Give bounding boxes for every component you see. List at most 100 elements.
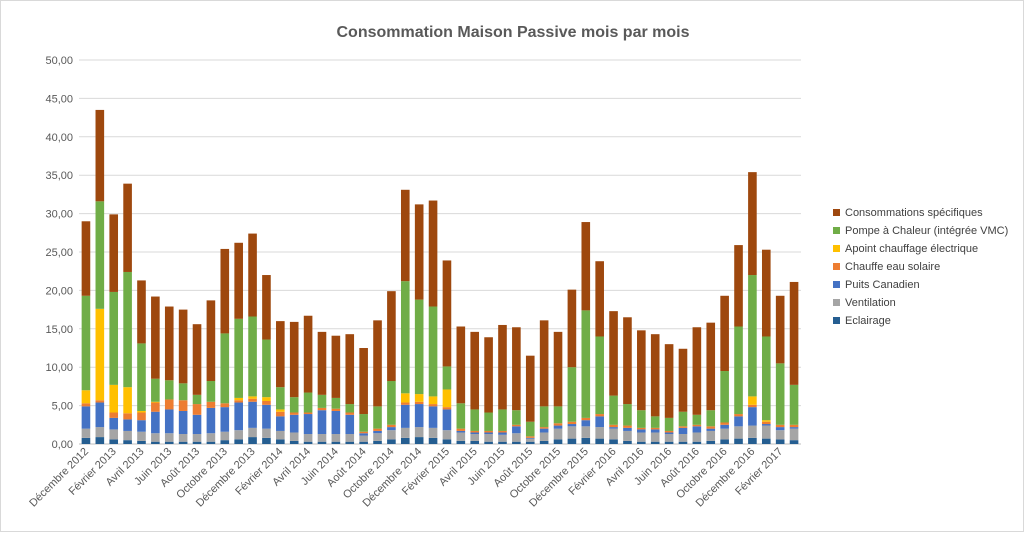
- y-tick-label: 35,00: [45, 170, 73, 182]
- bar-segment: [706, 430, 716, 441]
- bar-segment: [442, 430, 452, 440]
- bar-segment: [650, 441, 660, 444]
- bar-segment: [317, 407, 327, 411]
- legend-swatch: [833, 227, 840, 234]
- bar-segment: [470, 331, 480, 410]
- bar-segment: [789, 428, 799, 441]
- legend-label: Puits Canadien: [845, 279, 920, 291]
- bar-segment: [512, 424, 521, 427]
- bar-segment: [637, 410, 646, 428]
- bar-segment: [192, 441, 202, 444]
- bar-segment: [456, 430, 466, 433]
- bar-segment: [289, 321, 299, 398]
- legend-swatch: [833, 245, 840, 252]
- bar-segment: [470, 440, 480, 444]
- bar-segment: [692, 414, 702, 425]
- bar-segment: [289, 412, 299, 415]
- bar-segment: [373, 440, 382, 444]
- bar-segment: [484, 412, 493, 431]
- bar-segment: [428, 200, 438, 307]
- bar-segment: [414, 204, 424, 300]
- bar-segment: [609, 439, 618, 444]
- bar-segment: [262, 400, 271, 405]
- bar-segment: [220, 403, 230, 408]
- bar-segment: [428, 396, 438, 405]
- bar-segment: [498, 324, 507, 410]
- bar-segment: [137, 440, 146, 444]
- bar-stack: [525, 355, 535, 444]
- bar-segment: [456, 432, 466, 441]
- bar-segment: [623, 427, 632, 431]
- bar-stack: [720, 295, 729, 444]
- bar-segment: [761, 425, 771, 439]
- bar-segment: [553, 331, 563, 407]
- legend-label: Consommations spécifiques: [845, 207, 983, 219]
- bar-segment: [359, 433, 368, 436]
- bar-segment: [387, 427, 396, 431]
- bar-segment: [178, 434, 188, 442]
- bar-stack: [373, 320, 382, 444]
- bar-segment: [761, 336, 771, 421]
- bar-segment: [262, 397, 271, 401]
- bar-segment: [109, 429, 119, 440]
- bar-stack: [664, 344, 674, 444]
- bar-segment: [498, 432, 507, 435]
- bar-stack: [400, 189, 410, 444]
- bar-segment: [414, 394, 424, 402]
- bar-segment: [664, 430, 674, 433]
- bar-segment: [525, 421, 535, 437]
- bar-stack: [484, 337, 493, 444]
- bar-segment: [442, 439, 452, 444]
- bar-segment: [734, 438, 743, 444]
- bar-segment: [609, 311, 618, 396]
- bar-segment: [164, 409, 174, 434]
- bar-segment: [234, 439, 243, 444]
- bar-segment: [650, 416, 660, 428]
- bar-segment: [303, 414, 313, 435]
- bar-segment: [414, 427, 424, 438]
- bar-segment: [81, 428, 91, 438]
- bar-segment: [525, 437, 535, 439]
- bar-segment: [359, 441, 368, 444]
- bar-segment: [303, 412, 313, 415]
- bar-stack: [470, 331, 480, 444]
- legend-swatch: [833, 281, 840, 288]
- legend-item: Chauffe eau solaire: [833, 261, 940, 273]
- bar-segment: [456, 326, 466, 404]
- bar-segment: [400, 437, 410, 444]
- bar-segment: [345, 334, 355, 405]
- bar-stack: [650, 334, 660, 444]
- bar-segment: [220, 248, 230, 334]
- bar-segment: [414, 404, 424, 428]
- bar-segment: [206, 300, 216, 382]
- bar-segment: [678, 348, 688, 412]
- bar-segment: [373, 433, 382, 441]
- bar-segment: [303, 315, 313, 393]
- bar-segment: [539, 440, 549, 444]
- bar-segment: [289, 432, 299, 441]
- bar-segment: [178, 383, 188, 401]
- bar-segment: [109, 291, 119, 385]
- bar-stack: [442, 260, 452, 444]
- bar-stack: [192, 324, 202, 444]
- bar-segment: [637, 429, 646, 433]
- bar-segment: [359, 348, 368, 415]
- bar-segment: [373, 428, 382, 431]
- bar-segment: [609, 424, 618, 428]
- bar-segment: [525, 438, 535, 442]
- bar-segment: [484, 337, 493, 413]
- bar-segment: [706, 440, 716, 444]
- bar-segment: [276, 409, 285, 412]
- bar-stack: [109, 214, 119, 444]
- bar-segment: [623, 425, 632, 428]
- bar-stack: [623, 317, 632, 444]
- bar-segment: [678, 426, 688, 428]
- bar-segment: [761, 438, 771, 444]
- bar-segment: [400, 404, 410, 428]
- bar-segment: [276, 411, 285, 417]
- bar-segment: [706, 322, 716, 411]
- bar-segment: [400, 402, 410, 405]
- bar-segment: [262, 339, 271, 398]
- bar-stack: [95, 109, 105, 444]
- bar-stack: [637, 330, 646, 444]
